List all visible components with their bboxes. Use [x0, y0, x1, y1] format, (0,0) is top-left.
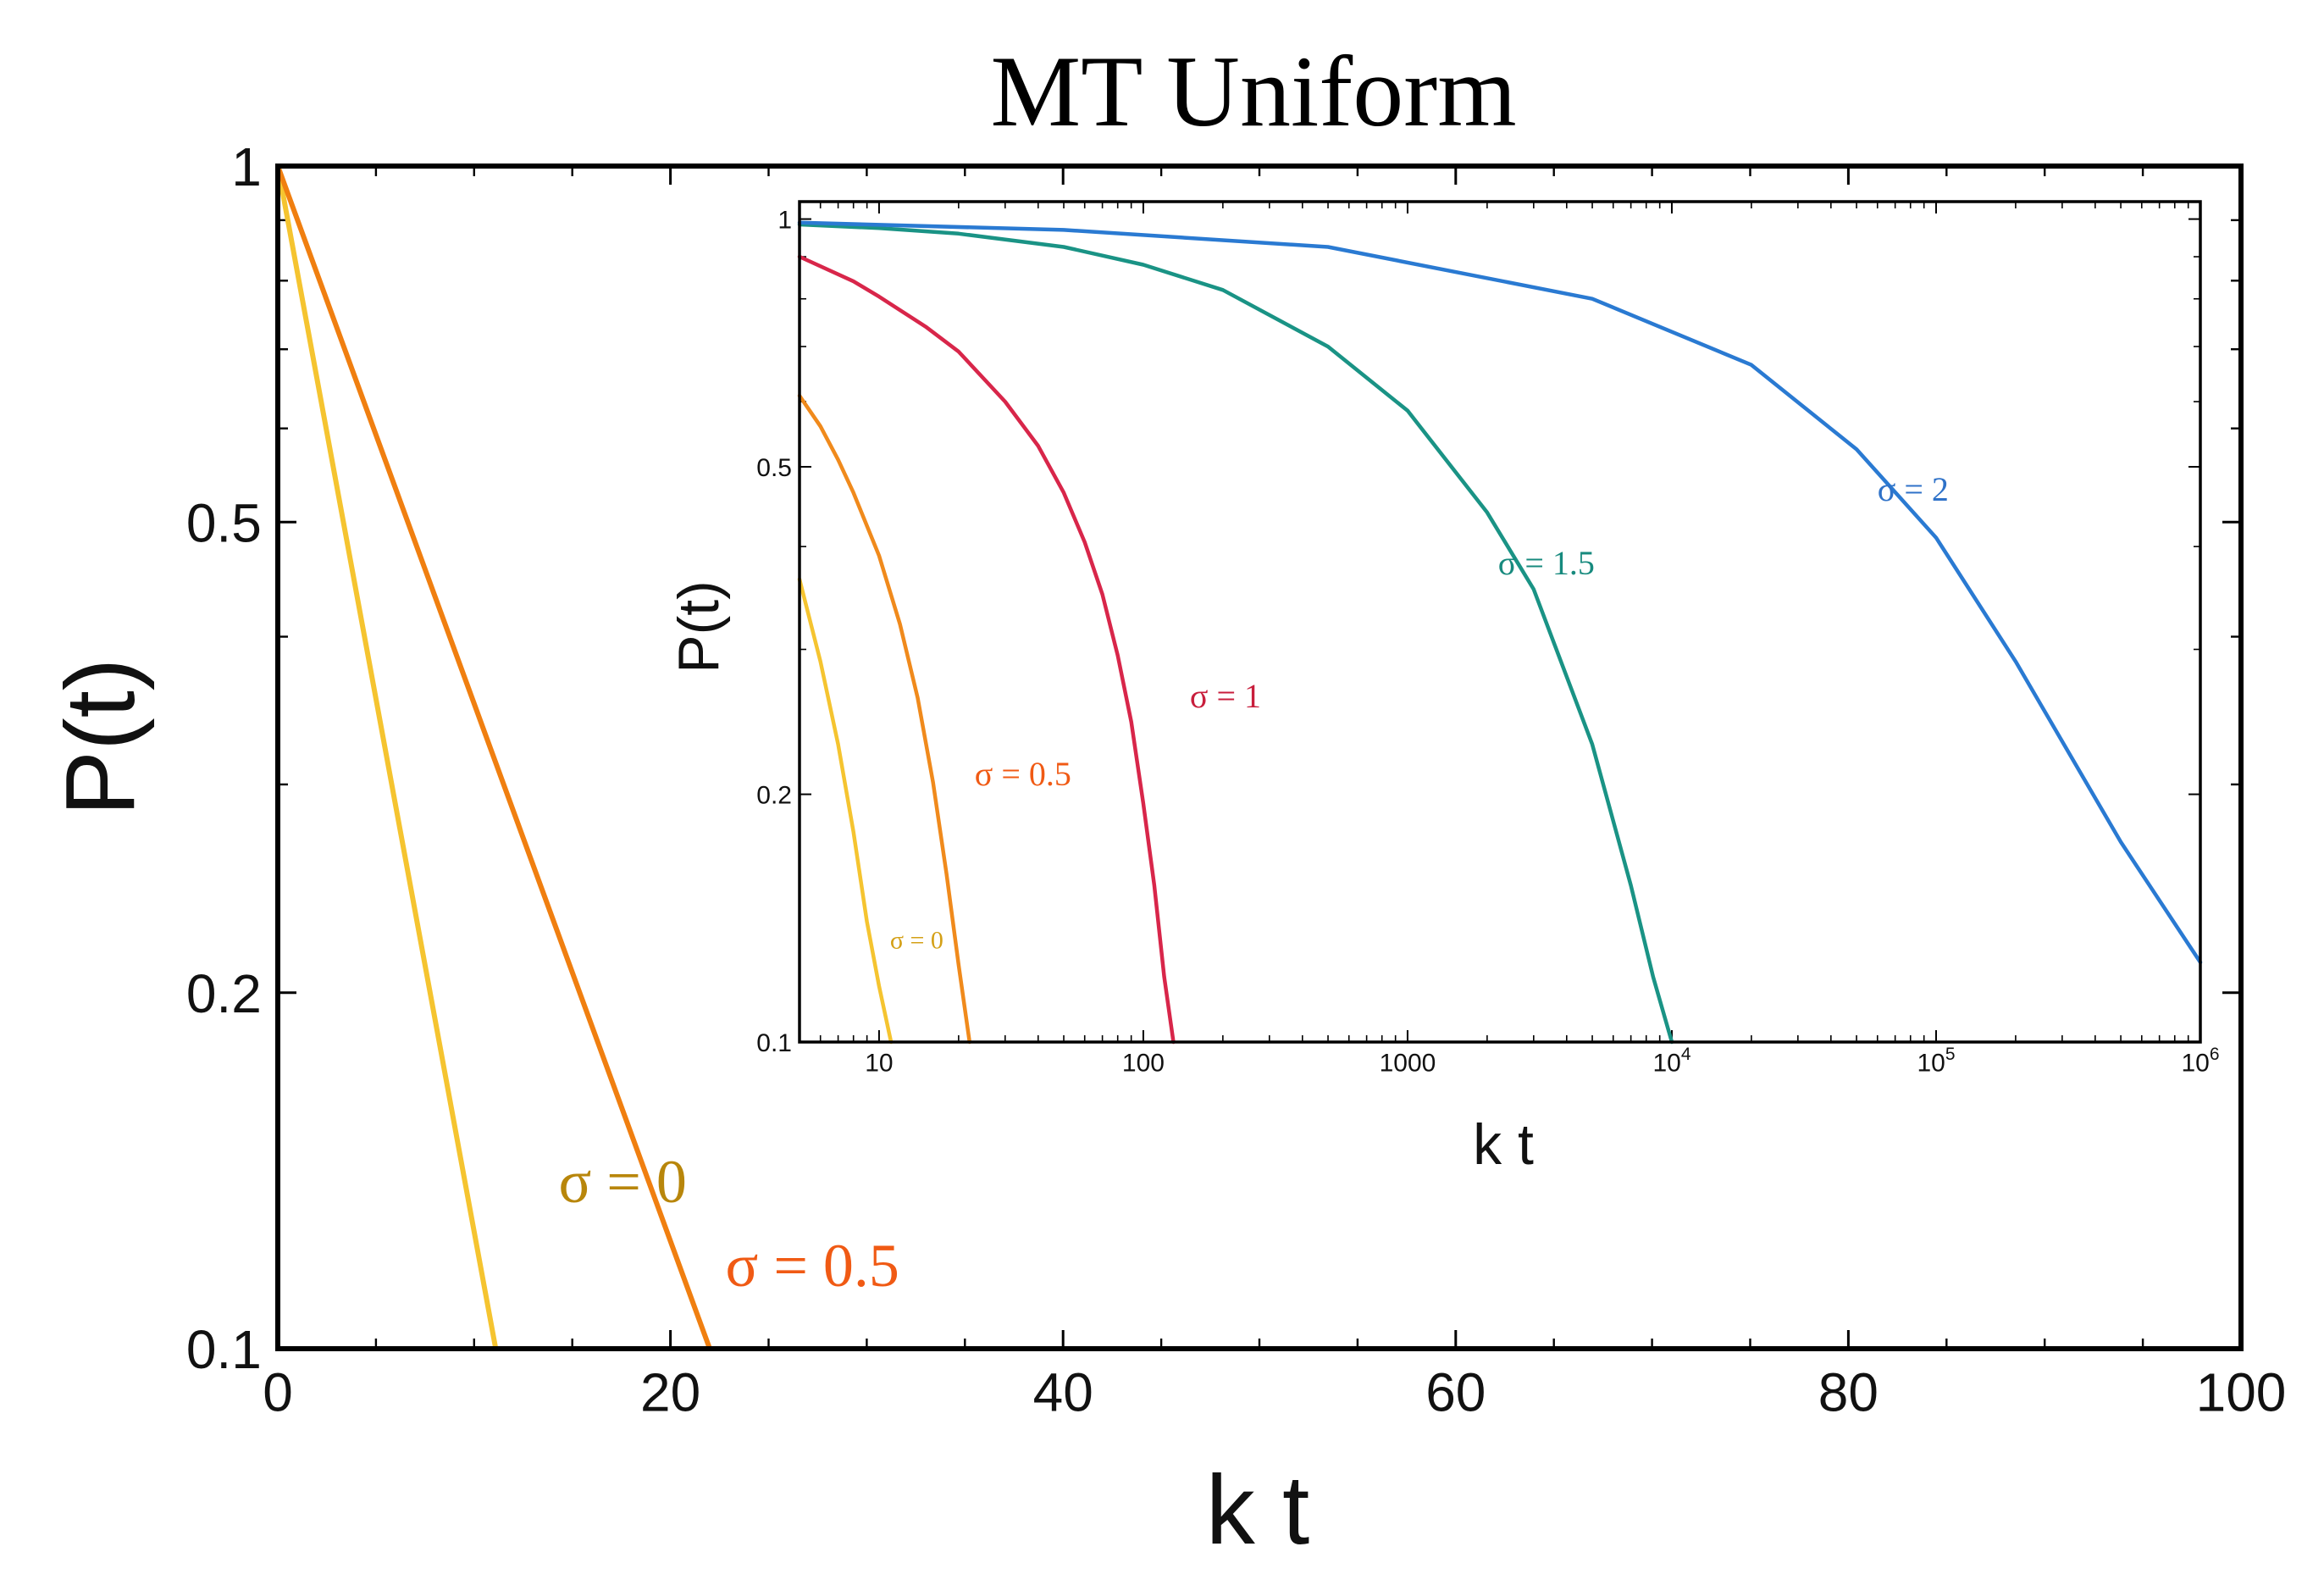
- inset-label-sigma-0: σ = 0: [890, 926, 943, 954]
- main-y-axis-label: P(t): [45, 658, 155, 817]
- inset-series-sigma-0-5: [797, 393, 972, 1045]
- inset-plot-background: [800, 202, 2200, 1042]
- main-series-sigma-0-5: [275, 164, 712, 1351]
- inset-label-sigma-1-5: σ = 1.5: [1498, 544, 1595, 582]
- main-x-tick-label: 20: [640, 1362, 700, 1423]
- inset-x-tick-label: 1000: [1380, 1050, 1436, 1078]
- inset-series-labels: σ = 0 σ = 0.5 σ = 1 σ = 1.5 σ = 2: [890, 470, 1949, 955]
- inset-x-tick-exponent: 6: [2210, 1045, 2220, 1064]
- inset-series-sigma-0: [797, 577, 894, 1045]
- main-x-tick-label: 60: [1425, 1362, 1486, 1423]
- main-x-tick-label: 40: [1033, 1362, 1093, 1423]
- inset-plot: σ = 0 σ = 0.5 σ = 1 σ = 1.5 σ = 2 0.1 0.2 0.5 1…: [667, 200, 2220, 1177]
- inset-x-tick-label: 10: [865, 1050, 893, 1078]
- inset-x-tick-label: 100: [1122, 1050, 1165, 1078]
- inset-series-sigma-1-5: [797, 222, 1674, 1045]
- main-y-tick-label: 1: [231, 136, 262, 197]
- main-plot-frame: [275, 164, 2244, 1351]
- main-y-tick-label: 0.5: [186, 492, 262, 553]
- main-x-tick-label: 80: [1818, 1362, 1879, 1423]
- inset-y-tick-label: 0.5: [756, 454, 792, 482]
- main-series-lines: [275, 164, 712, 1351]
- main-series-sigma-0: [275, 164, 499, 1351]
- inset-y-axis-label: P(t): [667, 580, 731, 674]
- inset-plot-frame: [798, 200, 2202, 1044]
- inset-y-tick-label: 0.1: [756, 1029, 792, 1057]
- inset-x-tick-exponent: 5: [1945, 1045, 1956, 1064]
- main-label-sigma-0: σ = 0: [558, 1148, 686, 1216]
- inset-series-sigma-2: [797, 220, 2203, 965]
- inset-x-tick-label: 104: [1652, 1045, 1690, 1078]
- main-x-tick-label: 0: [263, 1362, 293, 1423]
- main-y-tick-label: 0.1: [186, 1319, 262, 1380]
- main-y-tick-label: 0.2: [186, 963, 262, 1024]
- main-label-sigma-0-5: σ = 0.5: [726, 1232, 899, 1300]
- main-tick-labels: 0.10.20.510 20 40 60 80 100: [186, 136, 2287, 1423]
- inset-x-axis-label: k t: [1473, 1112, 1534, 1177]
- inset-y-tick-label: 0.2: [756, 781, 792, 809]
- inset-series-lines: [797, 220, 2203, 1045]
- inset-label-sigma-0-5: σ = 0.5: [975, 755, 1071, 793]
- main-x-axis-label: k t: [1206, 1455, 1309, 1565]
- main-x-tick-label: 100: [2196, 1362, 2287, 1423]
- main-series-labels: σ = 0 σ = 0.5: [558, 1148, 899, 1300]
- inset-y-tick-label: 1: [777, 206, 792, 234]
- inset-series-sigma-1: [797, 254, 1176, 1045]
- inset-x-tick-exponent: 4: [1681, 1045, 1691, 1064]
- chart-title: MT Uniform: [990, 35, 1516, 147]
- inset-label-sigma-1: σ = 1: [1190, 677, 1261, 715]
- inset-label-sigma-2: σ = 2: [1878, 470, 1949, 508]
